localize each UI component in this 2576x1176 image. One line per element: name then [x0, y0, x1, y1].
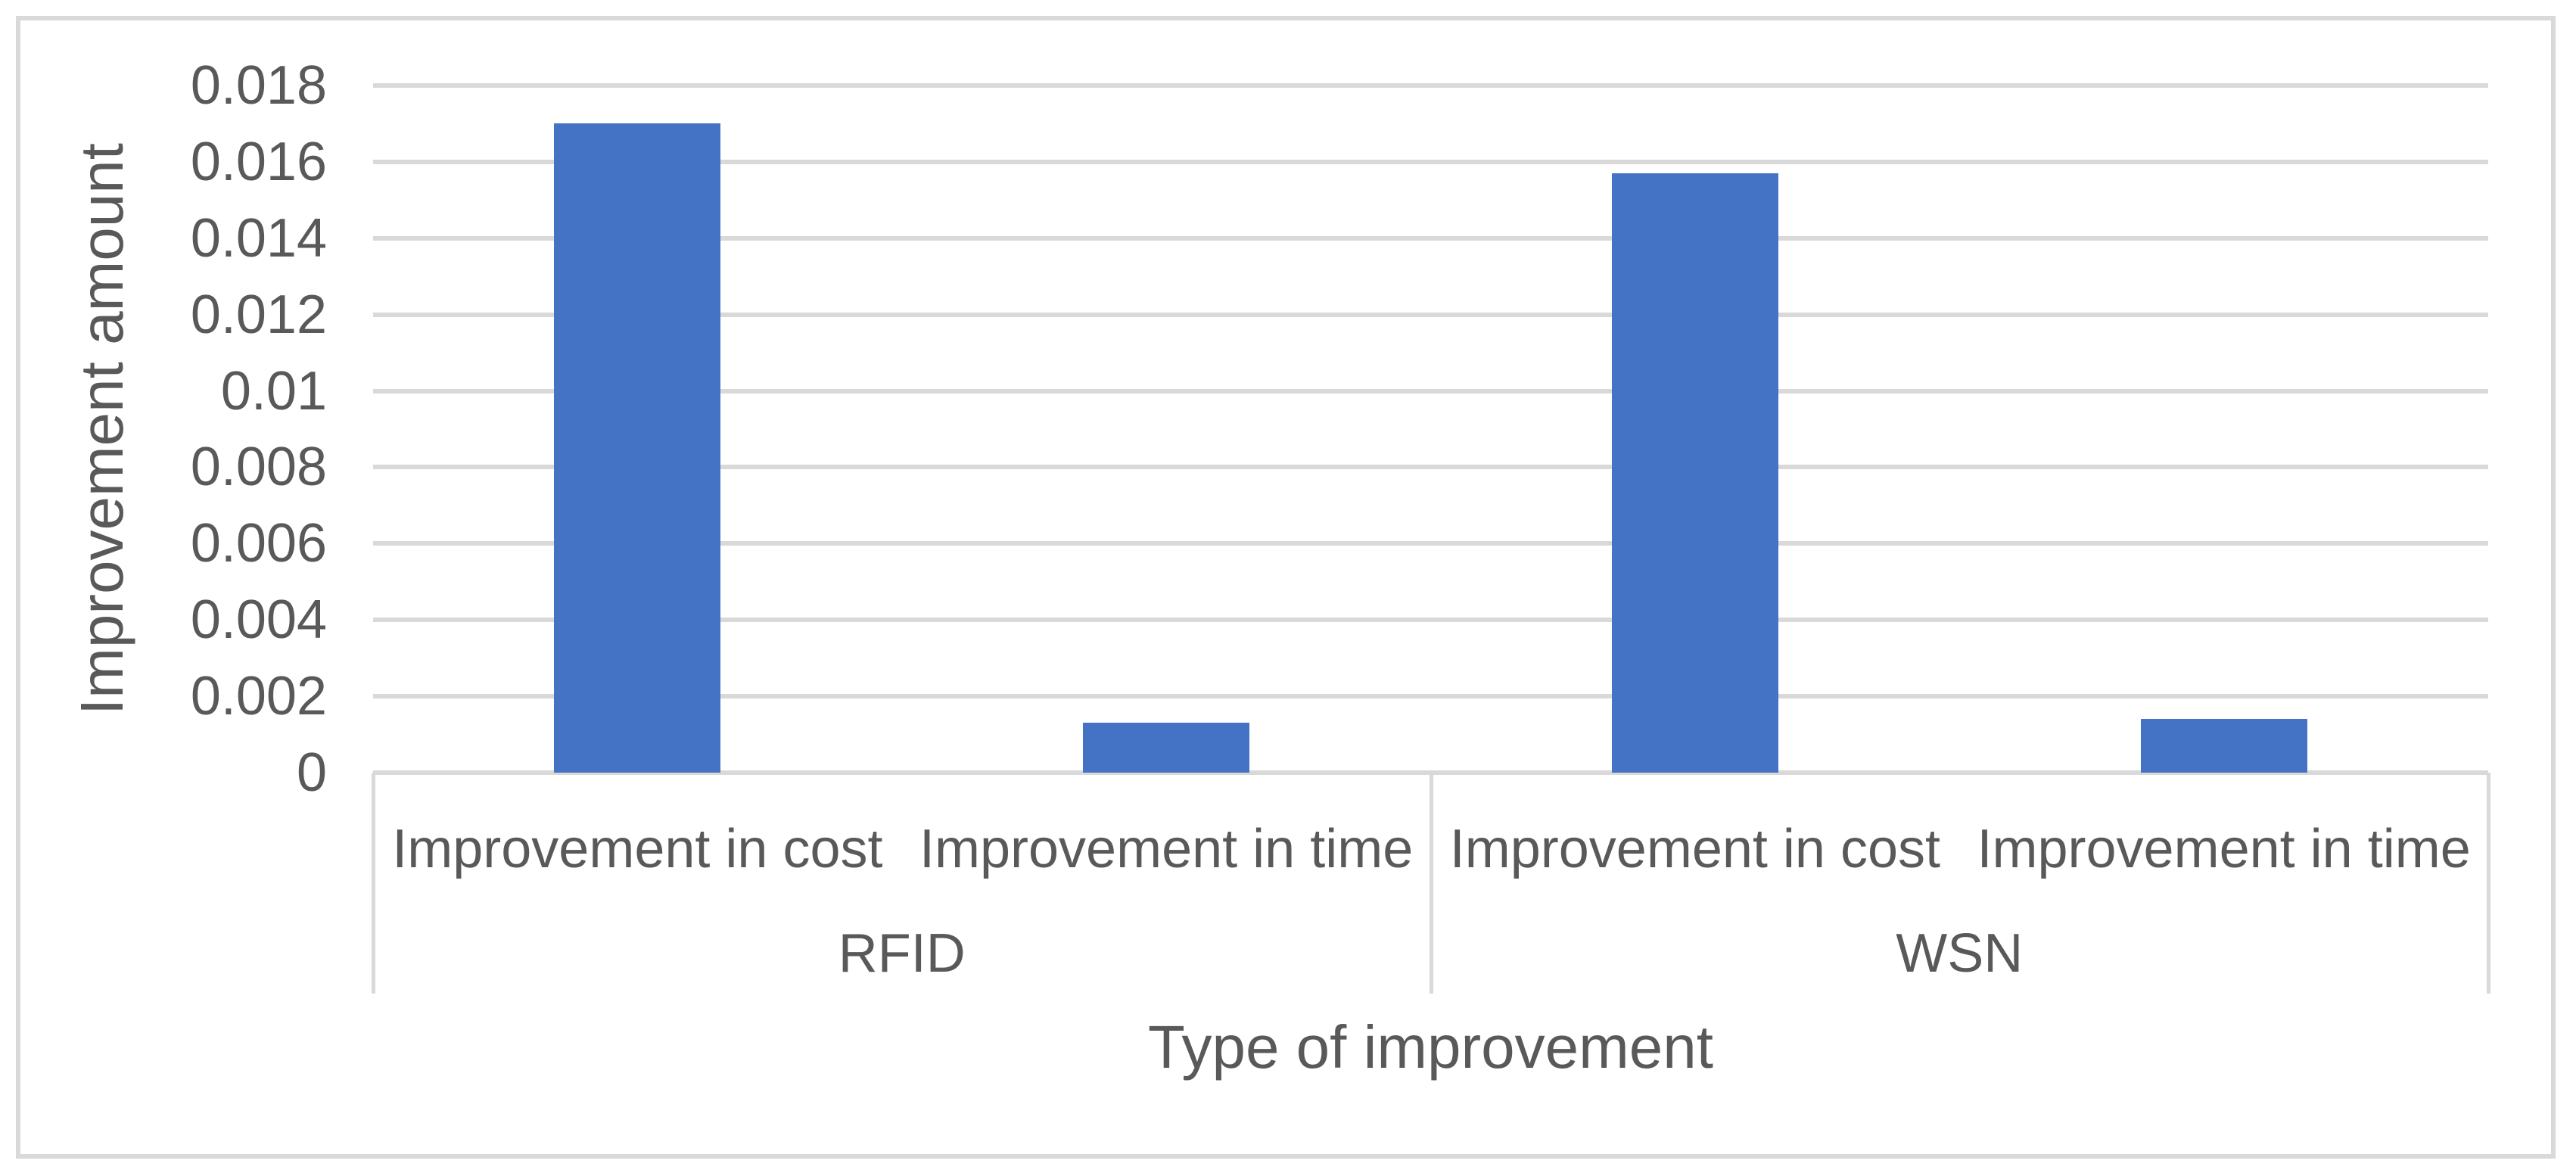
gridline-0.01 [373, 388, 2488, 394]
gridline-0.018 [373, 83, 2488, 88]
category-label-wsn-improvement-in-cost: Improvement in cost [1449, 819, 1940, 879]
y-tick-label-0.012: 0.012 [190, 284, 327, 345]
category-label-rfid-improvement-in-time: Improvement in time [919, 819, 1414, 879]
gridline-0.002 [373, 694, 2488, 699]
category-separator-0 [372, 773, 375, 994]
group-label-rfid: RFID [838, 923, 966, 984]
gridline-0.008 [373, 465, 2488, 470]
chart-border [16, 16, 2556, 1159]
bar-rfid-improvement-in-time [1083, 723, 1250, 773]
x-axis-title: Type of improvement [1148, 1013, 1713, 1081]
category-label-rfid-improvement-in-cost: Improvement in cost [392, 819, 883, 879]
category-separator-2 [2487, 773, 2490, 994]
y-tick-label-0.01: 0.01 [220, 360, 327, 422]
category-label-wsn-improvement-in-time: Improvement in time [1977, 819, 2471, 879]
y-tick-label-0.002: 0.002 [190, 666, 327, 727]
bar-rfid-improvement-in-cost [554, 123, 721, 773]
y-axis-title: Improvement amount [68, 143, 135, 715]
gridline-0.016 [373, 159, 2488, 164]
bar-wsn-improvement-in-time [2140, 719, 2307, 773]
y-tick-label-0.008: 0.008 [190, 437, 327, 498]
y-tick-label-0.016: 0.016 [190, 131, 327, 192]
gridline-0.004 [373, 618, 2488, 623]
group-label-wsn: WSN [1896, 923, 2024, 984]
gridline-0.006 [373, 541, 2488, 546]
y-tick-label-0.006: 0.006 [190, 513, 327, 574]
category-separator-1 [1429, 773, 1433, 994]
y-tick-label-0.018: 0.018 [190, 55, 327, 116]
bar-wsn-improvement-in-cost [1611, 173, 1778, 773]
y-tick-label-0.004: 0.004 [190, 590, 327, 651]
y-tick-label-0.014: 0.014 [190, 207, 327, 269]
gridline-0.012 [373, 312, 2488, 317]
y-tick-label-0: 0 [296, 742, 327, 803]
gridline-0.014 [373, 235, 2488, 241]
